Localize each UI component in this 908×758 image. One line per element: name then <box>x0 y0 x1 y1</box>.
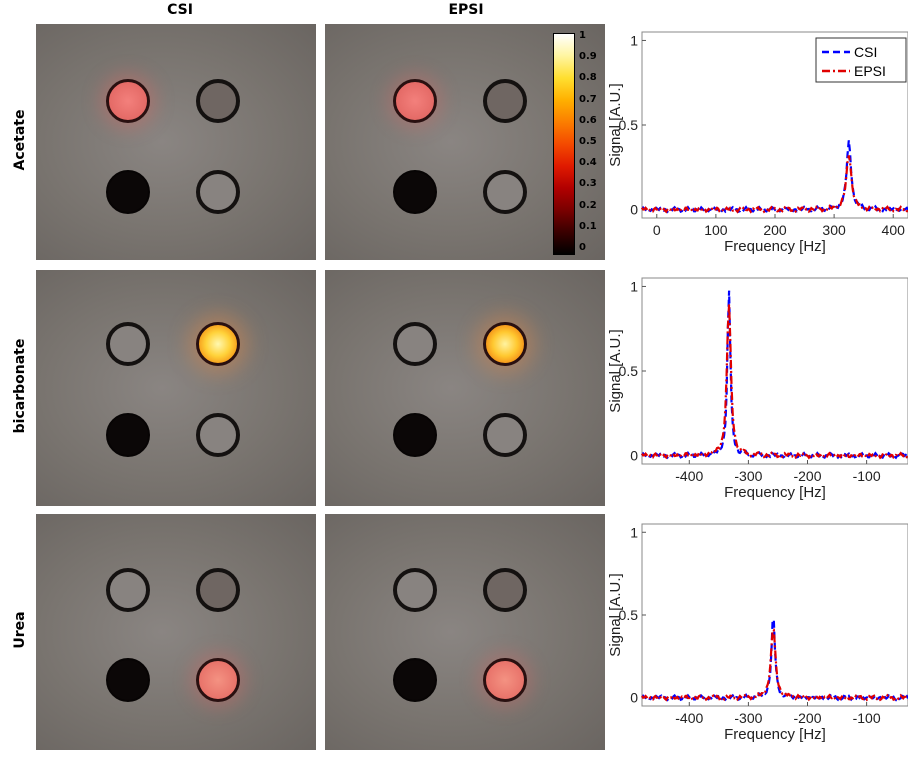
x-tick-label: -400 <box>675 710 703 726</box>
row-label-urea: Urea <box>12 611 28 649</box>
x-tick-label: -200 <box>793 710 821 726</box>
phantom-vial-hot <box>393 79 437 123</box>
x-tick-label: 100 <box>704 222 728 238</box>
x-tick-label: -100 <box>853 468 881 484</box>
phantom-vial-dark <box>393 170 437 214</box>
x-tick-label: 400 <box>882 222 906 238</box>
phantom-vial-ring <box>196 170 240 214</box>
phantom-vial-ring <box>393 322 437 366</box>
x-axis-label: Frequency [Hz] <box>724 726 826 743</box>
x-tick-label: -100 <box>853 710 881 726</box>
x-axis-label: Frequency [Hz] <box>724 484 826 501</box>
series-line-epsi <box>641 628 908 702</box>
colorbar-tick-label: 0.6 <box>579 114 597 126</box>
column-header-csi: CSI <box>167 2 193 18</box>
y-tick-label: 0 <box>630 202 638 218</box>
column-header-epsi: EPSI <box>448 2 484 18</box>
phantom-vial-dark <box>106 170 150 214</box>
phantom-vial-dark <box>393 658 437 702</box>
series-line-csi <box>641 617 908 702</box>
phantom-vial-ring <box>196 79 240 123</box>
y-axis-label: Signal [A.U.] <box>607 83 624 166</box>
phantom-vial-hot <box>483 322 527 366</box>
y-tick-label: 1 <box>630 32 638 48</box>
phantom-vial-ring <box>483 170 527 214</box>
plot-area <box>641 277 908 465</box>
y-axis-label: Signal [A.U.] <box>607 573 624 656</box>
colorbar-tick-label: 0 <box>579 242 586 253</box>
colorbar-tick-label: 0.9 <box>579 51 597 63</box>
phantom-vial-ring <box>483 79 527 123</box>
row-label-bicarbonate: bicarbonate <box>12 338 28 434</box>
x-axis-label: Frequency [Hz] <box>724 238 826 255</box>
x-tick-label: 300 <box>822 222 846 238</box>
legend-box <box>815 37 907 83</box>
phantom-vial-ring <box>106 322 150 366</box>
image-acetate-csi <box>36 24 316 260</box>
phantom-vial-hot <box>106 79 150 123</box>
phantom-vial-ring <box>483 413 527 457</box>
phantom-vial-dark <box>106 658 150 702</box>
phantom-vial-dark <box>393 413 437 457</box>
spectrum-chart-bicarbonate: 0 0.5 1 -400 -300 -200 -100 Frequency [Hz] Signa… <box>607 277 908 501</box>
image-bicarbonate-epsi <box>325 270 605 506</box>
colorbar <box>553 33 575 255</box>
series-line-epsi <box>641 304 908 460</box>
spectrum-chart-urea: 0 0.5 1 -400 -300 -200 -100 Frequency [Hz] Signa… <box>607 523 908 743</box>
colorbar-tick-label: 0.4 <box>579 157 597 169</box>
image-bicarbonate-csi <box>36 270 316 506</box>
phantom-vial-ring <box>106 568 150 612</box>
legend-label-csi: CSI <box>854 44 877 60</box>
y-tick-label: 1 <box>630 524 638 540</box>
x-tick-label: -300 <box>734 468 762 484</box>
legend-label-epsi: EPSI <box>854 63 886 79</box>
y-tick-label: 0.5 <box>619 607 639 623</box>
y-axis-label: Signal [A.U.] <box>607 329 624 412</box>
y-tick-label: 0 <box>630 690 638 706</box>
phantom-vial-dark <box>106 413 150 457</box>
image-urea-epsi <box>325 514 605 750</box>
x-tick-label: -300 <box>734 710 762 726</box>
phantom-vial-hot <box>196 658 240 702</box>
phantom-vial-hot <box>483 658 527 702</box>
colorbar-tick-label: 1 <box>579 30 586 41</box>
row-label-acetate: Acetate <box>12 109 28 171</box>
colorbar-tick-label: 0.7 <box>579 93 597 105</box>
colorbar-tick-label: 0.5 <box>579 136 597 147</box>
colorbar-tick-label: 0.3 <box>579 178 597 190</box>
series-line-epsi <box>641 155 908 214</box>
phantom-vial-ring <box>196 568 240 612</box>
colorbar-tick-label: 0.8 <box>579 72 597 84</box>
plot-area <box>641 523 908 707</box>
x-tick-label: 0 <box>653 222 661 238</box>
phantom-vial-ring <box>196 413 240 457</box>
spectrum-chart-acetate: 0 0.5 1 0 100 200 300 400 Frequency [Hz] Signal [… <box>607 31 908 255</box>
y-tick-label: 0.5 <box>619 117 639 133</box>
x-tick-label: -400 <box>675 468 703 484</box>
series-line-csi <box>641 290 908 460</box>
image-urea-csi <box>36 514 316 750</box>
phantom-vial-ring <box>483 568 527 612</box>
phantom-vial-ring <box>393 568 437 612</box>
y-tick-label: 1 <box>630 278 638 294</box>
y-tick-label: 0.5 <box>619 363 639 379</box>
colorbar-tick-label: 0.2 <box>579 199 597 211</box>
phantom-vial-hot <box>196 322 240 366</box>
x-tick-label: 200 <box>763 222 787 238</box>
y-tick-label: 0 <box>630 448 638 464</box>
x-tick-label: -200 <box>793 468 821 484</box>
colorbar-tick-label: 0.1 <box>579 220 597 232</box>
